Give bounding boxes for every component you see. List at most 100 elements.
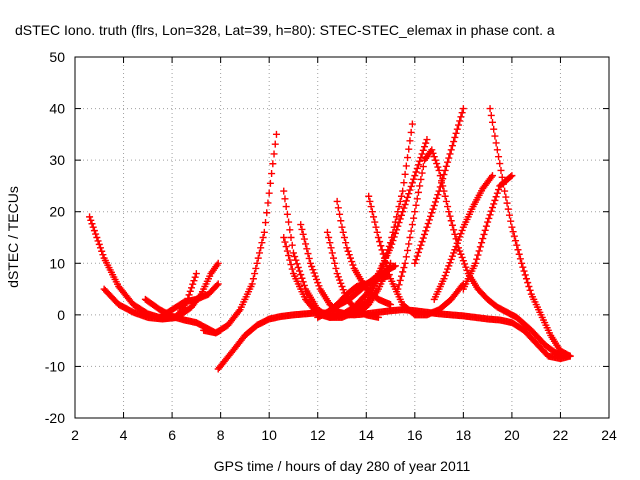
plot-frame <box>74 56 610 419</box>
data-point <box>302 240 310 248</box>
data-point <box>283 247 291 255</box>
data-point <box>383 262 391 270</box>
data-point <box>445 262 453 270</box>
x-tick-labels: 2 4 6 8 10 12 14 16 18 20 22 24 <box>71 427 617 443</box>
data-point <box>448 221 456 229</box>
data-point <box>486 105 494 113</box>
series-15 <box>394 146 564 360</box>
data-point <box>457 230 465 238</box>
data-point <box>388 240 396 248</box>
data-point <box>451 133 459 141</box>
data-point <box>248 280 256 288</box>
data-point <box>507 173 515 181</box>
data-point <box>235 307 243 315</box>
data-point <box>421 230 429 238</box>
data-point <box>428 146 436 154</box>
data-point <box>430 153 438 161</box>
chart-title: dSTEC Iono. truth (flrs, Lon=328, Lat=39… <box>15 22 555 38</box>
data-point <box>566 352 574 360</box>
data-point <box>189 280 197 288</box>
data-point <box>514 246 522 254</box>
data-point <box>508 223 516 231</box>
data-point <box>525 282 533 290</box>
data-point <box>338 282 346 290</box>
y-tick-labels: -20 -10 0 10 20 30 40 50 <box>45 49 65 426</box>
data-point <box>344 247 352 255</box>
data-point <box>333 197 341 205</box>
data-point <box>259 234 267 241</box>
data-point <box>497 166 505 174</box>
data-point <box>395 281 403 289</box>
data-point <box>305 254 313 262</box>
data-point <box>416 245 424 253</box>
data-point <box>339 228 347 236</box>
data-point <box>455 121 463 129</box>
data-point <box>488 172 496 180</box>
data-point <box>447 146 455 154</box>
data-point <box>448 252 456 260</box>
data-point <box>412 201 420 209</box>
data-point <box>334 204 342 212</box>
data-point <box>93 234 101 241</box>
data-point <box>457 113 465 121</box>
y-tick-label: 10 <box>49 255 65 271</box>
series-14 <box>365 192 467 319</box>
data-point <box>96 244 104 252</box>
data-point <box>485 214 493 222</box>
data-point <box>414 188 422 196</box>
data-point <box>337 279 345 287</box>
data-point <box>424 220 432 228</box>
data-point <box>291 253 299 261</box>
data-point <box>488 118 496 126</box>
data-point <box>425 216 433 224</box>
data-point <box>268 170 276 178</box>
data-point <box>400 204 408 212</box>
data-point <box>417 175 425 183</box>
data-point <box>455 236 463 244</box>
data-point <box>487 173 495 181</box>
data-point <box>400 179 408 187</box>
data-point <box>440 171 448 179</box>
data-point <box>451 246 459 254</box>
data-point <box>280 234 288 241</box>
data-point <box>402 253 410 261</box>
data-point <box>285 252 293 260</box>
data-point <box>348 258 356 266</box>
y-tick-label: -20 <box>45 410 65 426</box>
series-19 <box>486 105 574 360</box>
data-point <box>330 254 338 262</box>
data-point <box>407 182 415 190</box>
data-point <box>396 197 404 205</box>
data-point <box>314 279 322 287</box>
data-point <box>387 244 395 252</box>
data-point <box>435 166 443 174</box>
series-16 <box>411 105 467 267</box>
data-point <box>265 189 273 197</box>
data-point <box>436 183 444 191</box>
data-point <box>490 200 498 208</box>
data-point <box>401 170 409 178</box>
data-point <box>367 203 375 211</box>
data-point <box>412 256 420 264</box>
data-point <box>440 275 448 283</box>
data-point <box>339 286 347 294</box>
data-point <box>249 275 257 283</box>
data-point <box>406 137 414 145</box>
data-point <box>504 205 512 213</box>
data-point <box>417 241 425 249</box>
data-point <box>408 221 416 229</box>
data-point <box>281 238 289 246</box>
data-point <box>214 259 222 267</box>
data-point <box>495 186 503 194</box>
data-point <box>418 150 426 158</box>
data-point <box>382 258 390 266</box>
data-point <box>520 267 528 275</box>
data-point <box>495 153 503 161</box>
data-point <box>422 227 430 235</box>
data-point <box>419 234 427 242</box>
data-point <box>94 237 102 245</box>
data-point <box>323 228 331 236</box>
data-point <box>444 203 452 211</box>
data-point <box>306 259 314 267</box>
